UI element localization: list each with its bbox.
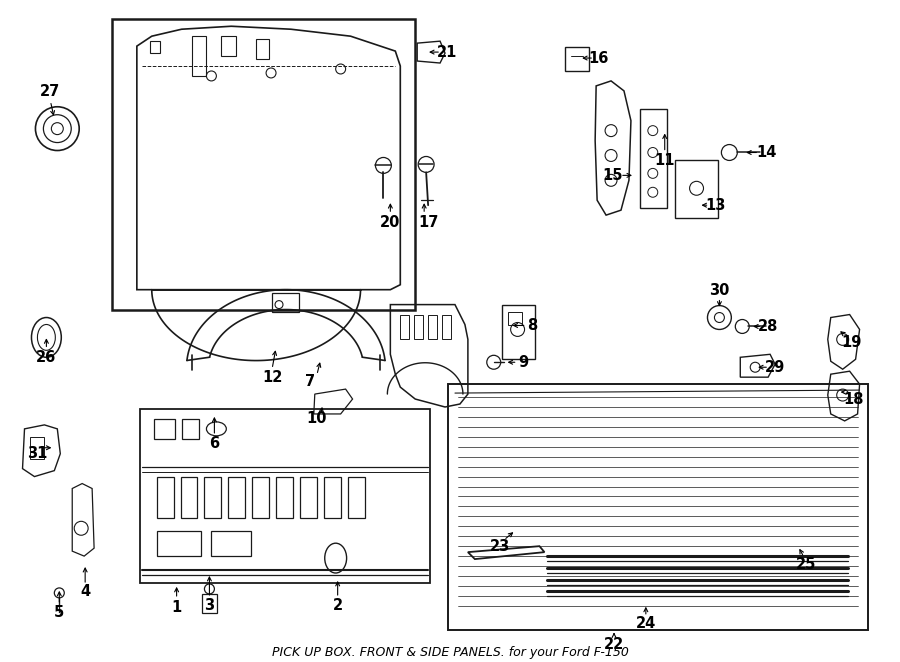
Text: 2: 2 xyxy=(333,598,343,613)
Text: 23: 23 xyxy=(490,539,509,553)
Text: 18: 18 xyxy=(843,391,864,406)
Text: 29: 29 xyxy=(765,359,785,375)
Text: 6: 6 xyxy=(210,436,220,451)
Text: 1: 1 xyxy=(172,600,182,615)
Text: 10: 10 xyxy=(307,411,327,426)
Text: PICK UP BOX. FRONT & SIDE PANELS. for your Ford F-150: PICK UP BOX. FRONT & SIDE PANELS. for yo… xyxy=(272,646,628,659)
Text: 4: 4 xyxy=(80,585,90,599)
Text: 24: 24 xyxy=(635,616,656,631)
Text: 8: 8 xyxy=(527,318,537,333)
Text: 21: 21 xyxy=(436,44,457,60)
Text: 9: 9 xyxy=(518,355,528,370)
Text: 30: 30 xyxy=(709,283,730,298)
Text: 26: 26 xyxy=(36,350,57,365)
Text: 16: 16 xyxy=(588,50,608,66)
Text: 14: 14 xyxy=(756,145,777,160)
Text: 15: 15 xyxy=(603,168,624,183)
Text: 7: 7 xyxy=(305,373,315,389)
Text: 3: 3 xyxy=(204,598,214,613)
Text: 13: 13 xyxy=(706,198,725,213)
Text: 17: 17 xyxy=(418,214,438,230)
Text: 19: 19 xyxy=(842,335,862,350)
Text: 5: 5 xyxy=(54,605,65,620)
Text: 28: 28 xyxy=(758,319,778,334)
Text: 27: 27 xyxy=(40,84,60,99)
Text: 25: 25 xyxy=(796,557,816,571)
Text: 22: 22 xyxy=(604,637,625,652)
Text: 11: 11 xyxy=(654,153,675,168)
Text: 20: 20 xyxy=(380,214,400,230)
Text: 31: 31 xyxy=(27,446,48,461)
Text: 12: 12 xyxy=(262,369,283,385)
